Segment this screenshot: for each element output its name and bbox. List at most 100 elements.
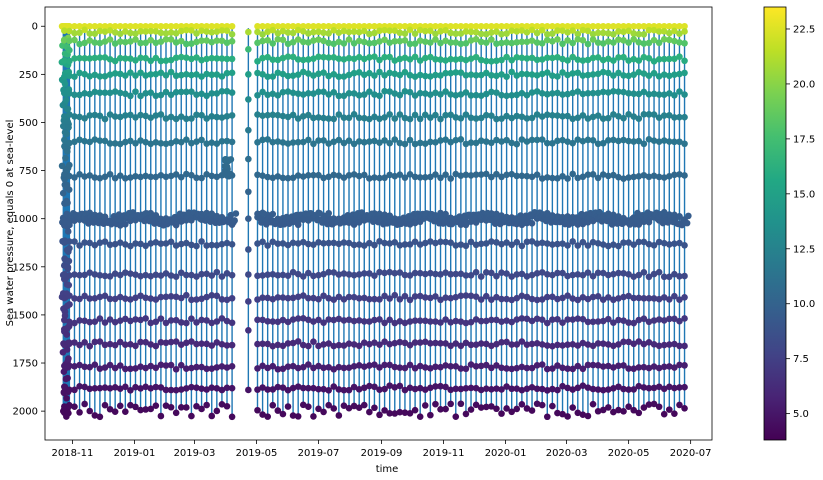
profile-point [96, 89, 104, 96]
profile-point [615, 341, 622, 348]
profile-point [452, 170, 460, 178]
profile-point [299, 91, 307, 98]
profile-point [274, 56, 282, 64]
profile-point [371, 361, 378, 368]
profile-point [421, 402, 429, 409]
x-tick-label: 2019-05 [236, 448, 278, 459]
profile-point [310, 413, 317, 420]
x-tick-label: 2020-05 [608, 448, 650, 459]
profile-point [676, 384, 683, 391]
profile-point [437, 382, 444, 390]
profile-point [594, 362, 602, 369]
profile-point [305, 342, 312, 350]
profile-point [325, 91, 332, 98]
profile-point [245, 71, 252, 78]
profile-point [345, 54, 353, 62]
profile-point [142, 90, 149, 97]
profile-point [63, 105, 71, 113]
profile-point [676, 361, 683, 369]
profile-point [513, 28, 521, 35]
profile-point [269, 318, 277, 325]
profile-point [498, 91, 505, 99]
profile-point [132, 114, 139, 121]
profile-point [569, 404, 576, 411]
profile-point [284, 174, 292, 182]
profile-point [386, 340, 393, 348]
profile-point [101, 272, 109, 280]
profile-point [208, 292, 216, 299]
profile-point [193, 296, 200, 303]
profile-point [137, 173, 144, 181]
profile-point [360, 114, 368, 122]
profile-point [396, 171, 404, 179]
profile-point [666, 22, 673, 30]
profile-point [543, 30, 551, 38]
profile-point [345, 114, 353, 122]
profile-point [366, 295, 373, 303]
profile-point [467, 406, 475, 413]
profile-point [61, 270, 68, 278]
profile-point [386, 382, 393, 389]
profile-point [493, 57, 500, 65]
profile-point [330, 239, 338, 247]
profile-point [254, 240, 261, 247]
profile-point [59, 189, 67, 197]
profile-point [183, 271, 190, 279]
profile-point [366, 54, 373, 61]
profile-point [599, 269, 607, 277]
profile-point [320, 364, 327, 372]
x-tick-label: 2019-03 [174, 448, 216, 459]
profile-point [335, 136, 343, 144]
profile-point [340, 402, 348, 409]
profile-point [482, 361, 490, 369]
profile-point [63, 331, 70, 338]
profile-point [299, 341, 307, 349]
profile-point [213, 90, 221, 97]
profile-point [127, 92, 134, 100]
profile-point [462, 140, 470, 148]
profile-point [472, 341, 480, 349]
profile-point [503, 171, 510, 179]
profile-point [172, 88, 180, 96]
profile-point [467, 55, 475, 62]
profile-point [538, 341, 546, 348]
profile-point [177, 88, 185, 96]
profile-point [284, 22, 292, 30]
profile-point [274, 240, 282, 247]
profile-point [482, 403, 490, 411]
profile-point [635, 338, 643, 345]
profile-point [294, 315, 302, 322]
profile-point [106, 295, 114, 303]
profile-point [538, 26, 546, 34]
profile-point [96, 39, 104, 47]
profile-point [345, 28, 353, 36]
profile-point [528, 317, 536, 325]
profile-point [457, 55, 465, 63]
profile-point [518, 54, 526, 62]
profile-point [245, 155, 252, 163]
profile-point [533, 22, 541, 30]
profile-point [569, 139, 576, 147]
profile-point [488, 342, 495, 350]
profile-point [193, 273, 200, 280]
profile-point [279, 36, 287, 44]
profile-point [188, 412, 195, 420]
profile-point [335, 172, 343, 179]
profile-point [106, 140, 114, 147]
profile-point [599, 56, 607, 64]
profile-point [462, 272, 470, 279]
profile-point [671, 270, 678, 278]
profile-point [401, 114, 409, 122]
profile-point [325, 22, 332, 30]
profile-point [569, 89, 576, 97]
profile-point [330, 316, 338, 324]
profile-point [549, 112, 556, 119]
profile-point [635, 22, 643, 30]
profile-point [472, 22, 480, 30]
profile-point [305, 30, 312, 37]
profile-point [330, 40, 338, 48]
profile-point [245, 386, 252, 394]
profile-point [401, 174, 409, 181]
profile-point [452, 317, 460, 325]
profile-point [228, 294, 236, 302]
